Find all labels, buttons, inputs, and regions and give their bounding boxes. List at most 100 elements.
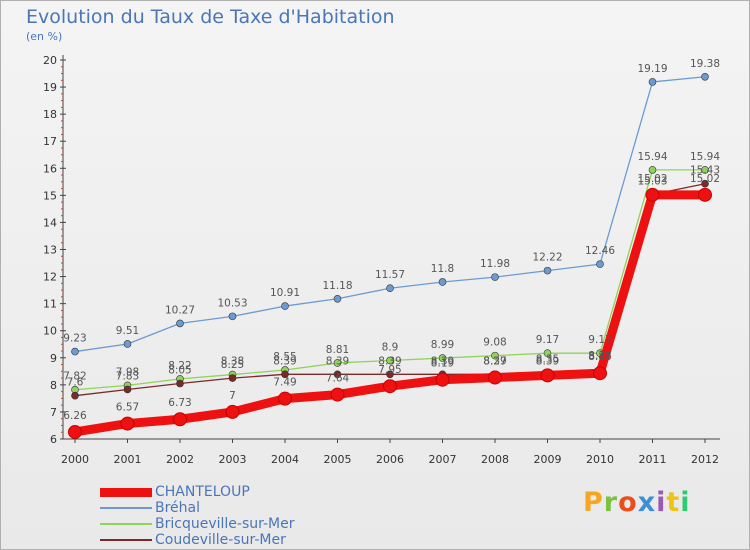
data-point <box>698 187 712 202</box>
data-label: 7.82 <box>63 371 86 383</box>
data-label: 15.94 <box>637 151 667 163</box>
series-lines <box>68 72 712 439</box>
data-label: 11.8 <box>431 263 454 275</box>
data-label: 11.57 <box>375 269 405 281</box>
data-label: 8.27 <box>483 356 506 368</box>
x-tick-label: 2004 <box>271 453 299 466</box>
legend-swatch <box>100 523 152 525</box>
x-tick-label: 2011 <box>639 453 667 466</box>
data-point <box>645 187 660 202</box>
data-label: 8.22 <box>168 360 191 372</box>
logo-letter: r <box>603 487 619 518</box>
data-label: 8.35 <box>536 353 559 365</box>
legend-label: Coudeville-sur-Mer <box>155 532 286 548</box>
data-point <box>333 359 342 367</box>
x-tick-label: 2006 <box>376 453 404 466</box>
data-point <box>386 370 394 379</box>
data-label: 8.99 <box>431 339 454 351</box>
data-point <box>123 340 132 348</box>
data-label: 12.22 <box>532 252 562 264</box>
data-point <box>383 379 397 394</box>
data-point <box>176 379 184 388</box>
x-tick-label: 2010 <box>586 453 614 466</box>
legend-label: Bricqueville-sur-Mer <box>155 516 295 532</box>
data-label: 8.9 <box>382 341 399 353</box>
data-point <box>386 284 394 293</box>
data-label: 11.98 <box>480 258 510 270</box>
proxiti-logo: Proxiti <box>583 487 691 518</box>
data-label: 8.39 <box>273 355 296 367</box>
data-point <box>123 385 132 394</box>
data-point <box>438 278 447 286</box>
data-label: 6.57 <box>116 402 139 414</box>
y-tick-label: 14 <box>43 216 57 229</box>
data-point <box>701 72 709 81</box>
y-tick-label: 19 <box>43 81 57 94</box>
data-point <box>540 368 555 383</box>
data-point <box>543 349 552 357</box>
y-tick-label: 6 <box>50 433 57 446</box>
x-tick-label: 2001 <box>114 453 142 466</box>
data-point <box>71 391 79 400</box>
data-label: 6.73 <box>168 397 191 409</box>
y-tick-label: 18 <box>43 108 57 121</box>
x-tick-label: 2007 <box>429 453 457 466</box>
data-label: 15.03 <box>637 176 667 188</box>
data-point <box>281 370 289 379</box>
data-label: 7.83 <box>116 370 139 382</box>
y-tick-label: 17 <box>43 135 57 148</box>
data-label: 8.39 <box>431 355 454 367</box>
data-label: 8.43 <box>588 351 611 363</box>
data-label: 10.53 <box>217 297 247 309</box>
y-tick-label: 16 <box>43 162 57 175</box>
x-tick-label: 2003 <box>219 453 247 466</box>
data-label: 9.08 <box>483 337 506 349</box>
data-point <box>491 351 499 360</box>
data-label: 8.39 <box>536 355 559 367</box>
data-label: 7.6 <box>67 377 84 389</box>
data-point <box>435 372 450 387</box>
data-point <box>491 273 499 281</box>
data-point <box>71 347 79 356</box>
y-tick-label: 11 <box>43 298 57 311</box>
data-point <box>701 166 709 174</box>
data-point <box>438 354 447 362</box>
data-label: 8.39 <box>326 355 349 367</box>
data-label: 7.95 <box>378 364 401 376</box>
legend-swatch <box>100 539 152 541</box>
data-label: 7.49 <box>273 377 296 389</box>
data-label: 7 <box>229 390 236 402</box>
data-label: 15.02 <box>690 173 720 185</box>
logo-letter: i <box>656 487 667 518</box>
data-point <box>330 387 345 402</box>
legend-label: Bréhal <box>155 500 201 516</box>
data-label: 19.38 <box>690 58 720 70</box>
data-point <box>68 424 82 439</box>
data-point <box>225 404 240 419</box>
x-tick-label: 2009 <box>534 453 562 466</box>
unit-label: (en %) <box>26 30 63 43</box>
data-label: 8.19 <box>431 358 454 370</box>
chart-title: Evolution du Taux de Taxe d'Habitation <box>26 6 395 28</box>
logo-letter: x <box>637 487 657 518</box>
data-label: 9.23 <box>63 333 86 345</box>
data-label: 15.94 <box>690 151 720 163</box>
data-point <box>701 179 709 188</box>
data-point <box>120 416 135 431</box>
data-label: 9.17 <box>588 334 611 346</box>
data-label: 11.18 <box>322 280 352 292</box>
y-tick-label: 15 <box>43 189 57 202</box>
legend-swatch <box>100 487 152 497</box>
y-tick-label: 12 <box>43 271 57 284</box>
data-label: 15.02 <box>637 173 667 185</box>
logo-letter: t <box>666 487 681 518</box>
data-point <box>386 356 394 365</box>
y-tick-label: 7 <box>50 406 57 419</box>
axes: 6 7 8 9 10 11 12 13 14 15 16 17 18 19 20 2000 2001 2002 20… <box>43 54 720 466</box>
data-label: 9.51 <box>116 325 139 337</box>
data-label: 8.39 <box>378 355 401 367</box>
data-point <box>173 412 187 427</box>
data-point <box>648 166 657 174</box>
data-label: 8.58 <box>588 350 611 362</box>
